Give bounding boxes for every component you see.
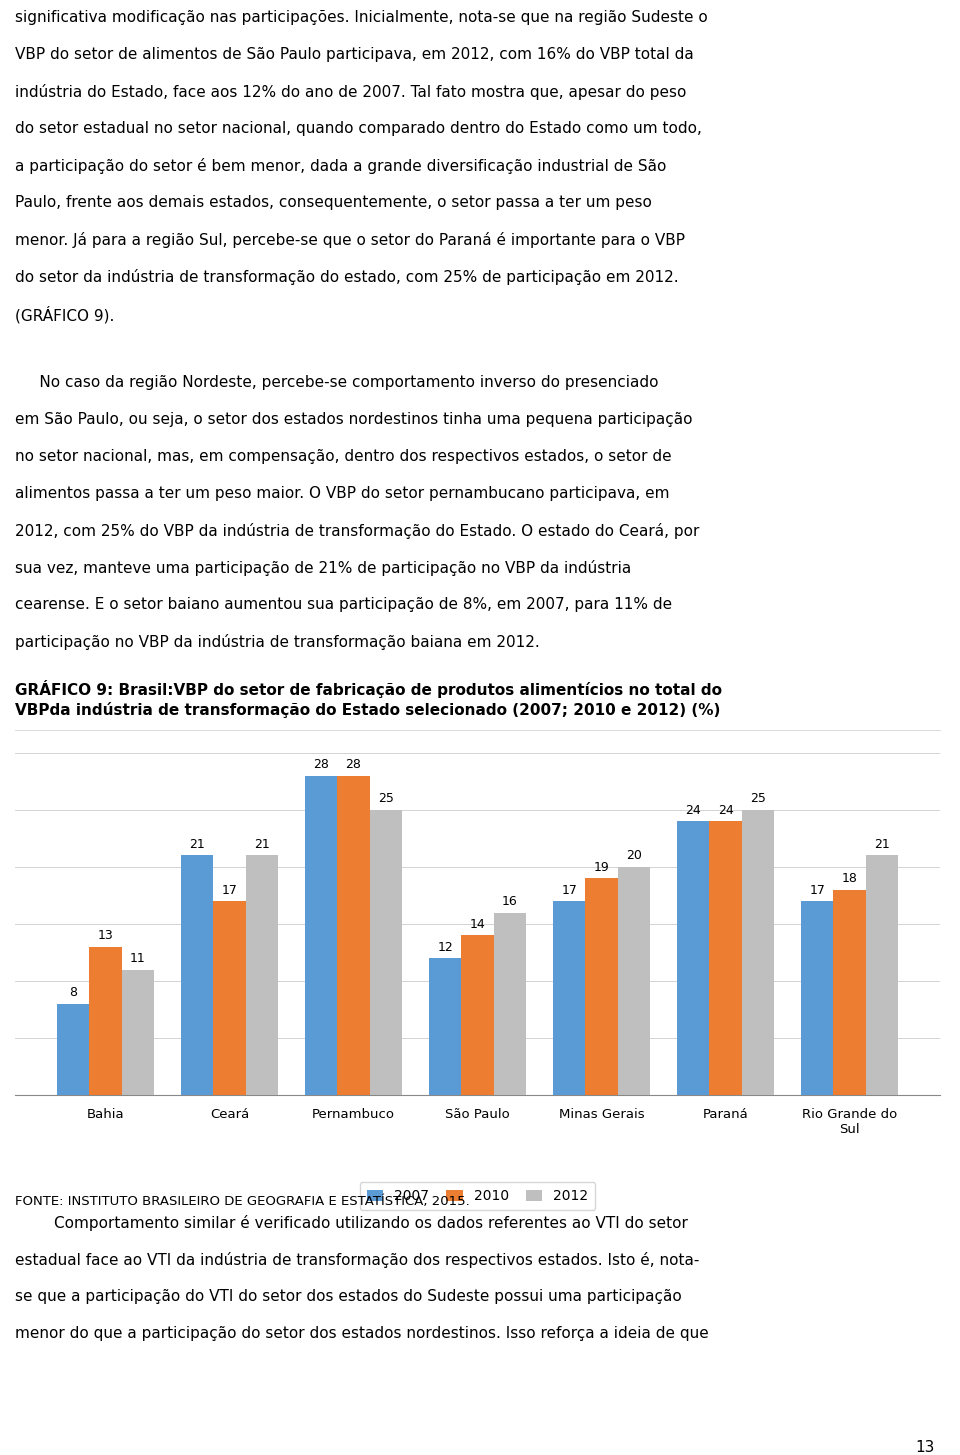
Text: 17: 17 [562, 883, 577, 896]
Text: estadual face ao VTI da indústria de transformação dos respectivos estados. Isto: estadual face ao VTI da indústria de tra… [15, 1251, 700, 1267]
Text: 2012, com 25% do VBP da indústria de transformação do Estado. O estado do Ceará,: 2012, com 25% do VBP da indústria de tra… [15, 522, 700, 538]
Text: do setor da indústria de transformação do estado, com 25% de participação em 201: do setor da indústria de transformação d… [15, 269, 679, 285]
Bar [553, 901, 586, 1096]
Bar [89, 947, 122, 1096]
Text: em São Paulo, ou seja, o setor dos estados nordestinos tinha uma pequena partici: em São Paulo, ou seja, o setor dos estad… [15, 412, 692, 426]
Text: Comportamento similar é verificado utilizando os dados referentes ao VTI do seto: Comportamento similar é verificado utili… [15, 1215, 688, 1231]
Bar [337, 776, 370, 1096]
Bar [181, 856, 213, 1096]
Text: Paulo, frente aos demais estados, consequentemente, o setor passa a ter um peso: Paulo, frente aos demais estados, conseq… [15, 195, 652, 210]
Text: menor do que a participação do setor dos estados nordestinos. Isso reforça a ide: menor do que a participação do setor dos… [15, 1326, 708, 1342]
Legend: 2007, 2010, 2012: 2007, 2010, 2012 [360, 1183, 595, 1211]
Text: do setor estadual no setor nacional, quando comparado dentro do Estado como um t: do setor estadual no setor nacional, qua… [15, 121, 702, 135]
Text: 21: 21 [253, 838, 270, 851]
Bar [246, 856, 277, 1096]
Text: sua vez, manteve uma participação de 21% de participação no VBP da indústria: sua vez, manteve uma participação de 21%… [15, 560, 632, 576]
Text: No caso da região Nordeste, percebe-se comportamento inverso do presenciado: No caso da região Nordeste, percebe-se c… [15, 375, 659, 390]
Text: 28: 28 [346, 758, 361, 771]
Text: 17: 17 [222, 883, 237, 896]
Bar [370, 810, 402, 1096]
Text: alimentos passa a ter um peso maior. O VBP do setor pernambucano participava, em: alimentos passa a ter um peso maior. O V… [15, 486, 669, 501]
Text: 12: 12 [438, 940, 453, 953]
Text: indústria do Estado, face aos 12% do ano de 2007. Tal fato mostra que, apesar do: indústria do Estado, face aos 12% do ano… [15, 84, 686, 100]
Text: significativa modificação nas participações. Inicialmente, nota-se que na região: significativa modificação nas participaç… [15, 10, 708, 25]
Bar [709, 821, 742, 1096]
Bar [305, 776, 337, 1096]
Text: VBP do setor de alimentos de São Paulo participava, em 2012, com 16% do VBP tota: VBP do setor de alimentos de São Paulo p… [15, 47, 694, 63]
Bar [586, 879, 617, 1096]
Bar [742, 810, 774, 1096]
Text: 17: 17 [809, 883, 826, 896]
Text: menor. Já para a região Sul, percebe-se que o setor do Paraná é importante para : menor. Já para a região Sul, percebe-se … [15, 231, 685, 247]
Bar [462, 936, 493, 1096]
Text: 8: 8 [69, 986, 77, 1000]
Text: 13: 13 [916, 1440, 935, 1455]
Bar [493, 912, 526, 1096]
Text: (GRÁFICO 9).: (GRÁFICO 9). [15, 306, 114, 323]
Bar [617, 867, 650, 1096]
Text: 25: 25 [378, 793, 394, 805]
Text: a participação do setor é bem menor, dada a grande diversificação industrial de : a participação do setor é bem menor, dad… [15, 159, 666, 175]
Text: 16: 16 [502, 895, 517, 908]
Text: 24: 24 [685, 803, 701, 816]
Text: 21: 21 [874, 838, 890, 851]
Text: participação no VBP da indústria de transformação baiana em 2012.: participação no VBP da indústria de tran… [15, 634, 540, 650]
Bar [213, 901, 246, 1096]
Text: 11: 11 [130, 952, 146, 965]
Text: VBPda indústria de transformação do Estado selecionado (2007; 2010 e 2012) (%): VBPda indústria de transformação do Esta… [15, 701, 720, 717]
Text: cearense. E o setor baiano aumentou sua participação de 8%, em 2007, para 11% de: cearense. E o setor baiano aumentou sua … [15, 597, 672, 613]
Bar [866, 856, 898, 1096]
Bar [429, 959, 462, 1096]
Bar [57, 1004, 89, 1096]
Text: 13: 13 [98, 930, 113, 943]
Text: 21: 21 [189, 838, 205, 851]
Text: 24: 24 [718, 803, 733, 816]
Bar [833, 889, 866, 1096]
Bar [122, 969, 154, 1096]
Text: se que a participação do VTI do setor dos estados do Sudeste possui uma particip: se que a participação do VTI do setor do… [15, 1289, 682, 1304]
Bar [677, 821, 709, 1096]
Text: no setor nacional, mas, em compensação, dentro dos respectivos estados, o setor : no setor nacional, mas, em compensação, … [15, 450, 672, 464]
Text: GRÁFICO 9: Brasil:VBP do setor de fabricação de produtos alimentícios no total d: GRÁFICO 9: Brasil:VBP do setor de fabric… [15, 679, 722, 698]
Text: 19: 19 [593, 861, 610, 873]
Text: FONTE: INSTITUTO BRASILEIRO DE GEOGRAFIA E ESTATÍSTICA, 2015.: FONTE: INSTITUTO BRASILEIRO DE GEOGRAFIA… [15, 1195, 469, 1208]
Text: 28: 28 [313, 758, 329, 771]
Text: 18: 18 [842, 872, 857, 885]
Text: 20: 20 [626, 850, 641, 863]
Text: 25: 25 [750, 793, 766, 805]
Text: 14: 14 [469, 918, 486, 931]
Bar [802, 901, 833, 1096]
